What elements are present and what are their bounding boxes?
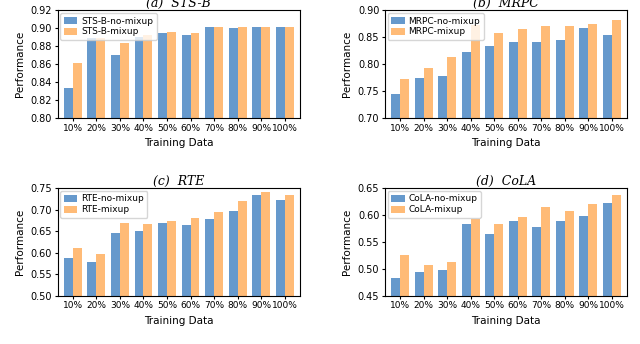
Bar [285, 195, 294, 344]
Legend: RTE-no-mixup, RTE-mixup: RTE-no-mixup, RTE-mixup [60, 191, 147, 218]
Bar [588, 24, 597, 344]
Bar [438, 270, 447, 344]
Bar [509, 222, 518, 344]
Bar [143, 224, 152, 344]
Bar [579, 216, 588, 344]
Bar [97, 38, 106, 344]
Bar [158, 33, 167, 344]
Bar [518, 29, 527, 344]
Bar [541, 26, 550, 344]
Bar [228, 28, 237, 344]
Title: (b)  MRPC: (b) MRPC [473, 0, 539, 10]
Bar [111, 233, 120, 344]
Bar [191, 218, 200, 344]
Bar [205, 219, 214, 344]
Bar [391, 278, 400, 344]
Title: (a)  STS-B: (a) STS-B [147, 0, 211, 10]
Bar [285, 28, 294, 344]
Bar [276, 28, 285, 344]
X-axis label: Training Data: Training Data [144, 138, 214, 148]
Bar [494, 224, 503, 344]
Bar [134, 231, 143, 344]
Bar [214, 28, 223, 344]
Bar [167, 221, 176, 344]
Legend: STS-B-no-mixup, STS-B-mixup: STS-B-no-mixup, STS-B-mixup [60, 13, 157, 40]
Bar [143, 35, 152, 344]
Bar [111, 55, 120, 344]
Bar [470, 219, 479, 344]
Y-axis label: Performance: Performance [342, 31, 352, 97]
Bar [509, 42, 518, 344]
Bar [214, 212, 223, 344]
Bar [415, 78, 424, 344]
Bar [73, 248, 82, 344]
Bar [424, 265, 433, 344]
Bar [447, 262, 456, 344]
Bar [400, 256, 409, 344]
Bar [470, 25, 479, 344]
Bar [603, 34, 612, 344]
Bar [120, 223, 129, 344]
Bar [565, 211, 574, 344]
Bar [447, 57, 456, 344]
Bar [158, 223, 167, 344]
X-axis label: Training Data: Training Data [144, 316, 214, 326]
Bar [565, 26, 574, 344]
Bar [603, 203, 612, 344]
Bar [64, 88, 73, 344]
Bar [205, 28, 214, 344]
Bar [612, 195, 621, 344]
Bar [237, 201, 246, 344]
X-axis label: Training Data: Training Data [471, 316, 541, 326]
Bar [391, 94, 400, 344]
Bar [518, 217, 527, 344]
Bar [462, 52, 470, 344]
Bar [579, 28, 588, 344]
Bar [400, 79, 409, 344]
Bar [228, 211, 237, 344]
Bar [556, 222, 565, 344]
Bar [612, 20, 621, 344]
Bar [167, 32, 176, 344]
Bar [532, 42, 541, 344]
Bar [494, 33, 503, 344]
Bar [97, 255, 106, 344]
Bar [485, 234, 494, 344]
Bar [237, 28, 246, 344]
Bar [134, 37, 143, 344]
Bar [191, 33, 200, 344]
Y-axis label: Performance: Performance [15, 31, 25, 97]
Bar [541, 207, 550, 344]
Title: (d)  CoLA: (d) CoLA [476, 175, 536, 188]
Bar [462, 224, 470, 344]
Bar [261, 192, 270, 344]
Bar [88, 262, 97, 344]
Bar [438, 76, 447, 344]
X-axis label: Training Data: Training Data [471, 138, 541, 148]
Y-axis label: Performance: Performance [15, 209, 25, 275]
Bar [88, 38, 97, 344]
Bar [120, 43, 129, 344]
Bar [588, 204, 597, 344]
Bar [64, 258, 73, 344]
Bar [182, 35, 191, 344]
Bar [73, 63, 82, 344]
Title: (c)  RTE: (c) RTE [153, 175, 204, 188]
Y-axis label: Performance: Performance [342, 209, 352, 275]
Bar [252, 28, 261, 344]
Bar [415, 272, 424, 344]
Bar [556, 40, 565, 344]
Legend: MRPC-no-mixup, MRPC-mixup: MRPC-no-mixup, MRPC-mixup [388, 13, 484, 40]
Bar [485, 46, 494, 344]
Legend: CoLA-no-mixup, CoLA-mixup: CoLA-no-mixup, CoLA-mixup [388, 191, 481, 218]
Bar [424, 68, 433, 344]
Bar [261, 28, 270, 344]
Bar [276, 200, 285, 344]
Bar [532, 227, 541, 344]
Bar [252, 195, 261, 344]
Bar [182, 225, 191, 344]
